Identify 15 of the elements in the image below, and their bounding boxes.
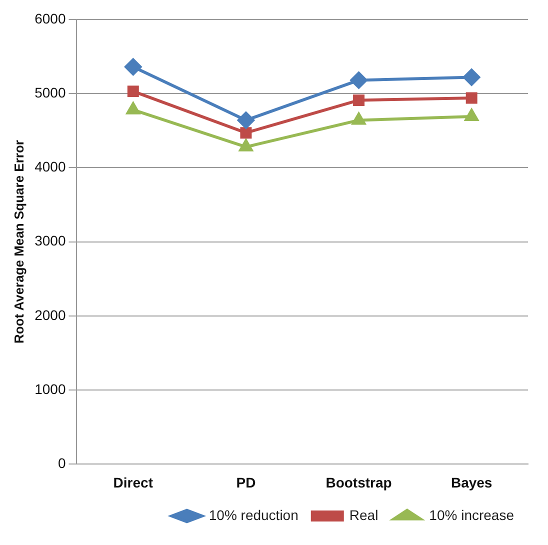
y-tick-label: 2000 — [34, 306, 66, 323]
y-tick-label: 4000 — [34, 158, 66, 175]
x-tick-label: PD — [236, 474, 256, 490]
y-tick-label: 5000 — [34, 84, 66, 100]
legend-label: 10% reduction — [208, 506, 298, 523]
y-tick-label: 0 — [58, 455, 66, 472]
y-tick-label: 3000 — [34, 232, 66, 249]
y-tick-label: 6000 — [34, 10, 66, 26]
legend-label: 10% increase — [429, 506, 514, 523]
x-tick-label: Bayes — [450, 474, 492, 490]
x-tick-label: Direct — [113, 474, 154, 490]
legend-label: Real — [349, 506, 378, 523]
y-tick-label: 1000 — [34, 380, 66, 397]
x-tick-label: Bootstrap — [326, 474, 392, 490]
y-axis-title: Root Average Mean Square Error — [11, 140, 26, 344]
